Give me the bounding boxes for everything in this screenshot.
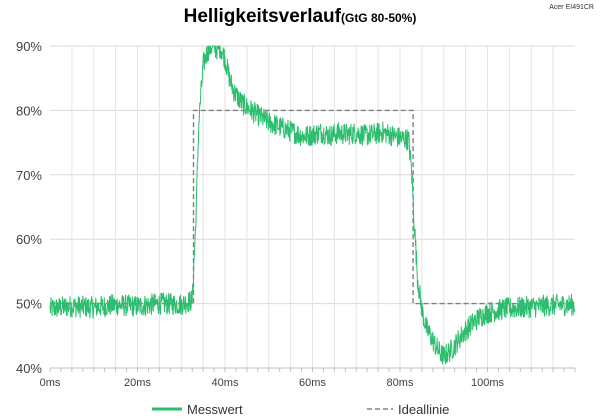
y-tick-label: 40% (16, 361, 42, 376)
y-tick-label: 70% (16, 168, 42, 183)
x-tick-label: 80ms (387, 377, 414, 389)
measurement-layer (49, 45, 576, 365)
ideal-line-layer (50, 109, 575, 305)
chart-subtitle: (GtG 80-50%) (340, 11, 417, 25)
legend-label-messwert: Messwert (187, 402, 243, 417)
y-tick-label: 90% (16, 39, 42, 54)
legend-label-ideallinie: Ideallinie (398, 402, 449, 417)
y-tick-label: 80% (16, 103, 42, 118)
x-tick-label: 60ms (299, 377, 326, 389)
chart-title-main: Helligkeitsverlauf (183, 6, 341, 27)
device-label: Acer EI491CR (549, 4, 594, 11)
grid (50, 45, 575, 369)
x-tick-label: 40ms (212, 377, 239, 389)
series-messwert (49, 45, 576, 365)
y-tick-label: 50% (16, 297, 42, 312)
axes: 40% 50% 60% 70% 80% 90% 0ms 20ms 40ms 60ms 80ms 100… (16, 39, 576, 389)
x-tick-label: 0ms (40, 377, 61, 389)
x-tick-label: 100ms (471, 377, 505, 389)
series-ideallinie (50, 109, 575, 305)
x-tick-label: 20ms (124, 377, 151, 389)
chart-title: Helligkeitsverlauf(GtG 80-50%) (0, 6, 600, 28)
y-tick-label: 60% (16, 232, 42, 247)
legend: Messwert Ideallinie (152, 402, 449, 417)
